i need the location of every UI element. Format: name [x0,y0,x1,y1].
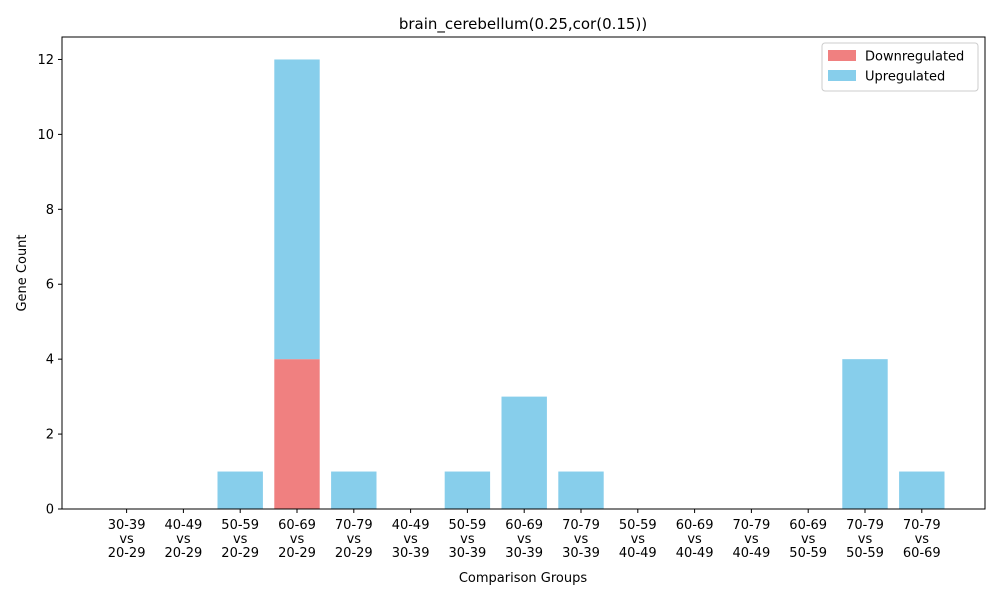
y-tick-label: 6 [46,278,54,293]
x-tick-label: vs [290,532,305,547]
x-tick-label: vs [176,532,191,547]
legend: Downregulated Upregulated [821,42,979,92]
legend-swatch-downregulated [828,50,856,61]
bar-upregulated-13 [842,359,888,509]
y-tick-label: 12 [37,53,54,68]
y-axis-label: Gene Count [15,234,30,311]
x-tick-label: 40-49 [392,518,430,533]
x-tick-label: vs [574,532,589,547]
x-tick-label: vs [801,532,816,547]
x-tick-label: 30-39 [505,546,543,561]
x-tick-label: 40-49 [619,546,657,561]
bar-upregulated-14 [899,471,945,509]
y-tick-label: 10 [37,128,54,143]
x-tick-label: 20-29 [278,546,316,561]
bar-upregulated-2 [217,471,263,509]
x-tick-label: 60-69 [505,518,543,533]
axes-group [61,36,986,510]
x-tick-label: 40-49 [733,546,771,561]
x-tick-label: 70-79 [562,518,600,533]
x-tick-label: 20-29 [335,546,373,561]
x-tick-label: 30-39 [108,518,146,533]
x-tick-label: vs [347,532,362,547]
x-tick-label: 20-29 [108,546,146,561]
x-tick-label: vs [119,532,134,547]
x-tick-label: 50-59 [619,518,657,533]
x-ticks: 30-39vs20-2940-49vs20-2950-59vs20-2960-6… [108,509,941,561]
x-tick-label: 70-79 [335,518,373,533]
x-axis-label: Comparison Groups [459,571,588,586]
x-tick-label: 60-69 [903,546,941,561]
legend-label-downregulated: Downregulated [865,50,964,65]
x-tick-label: 30-39 [449,546,487,561]
x-tick-label: 60-69 [278,518,316,533]
y-tick-label: 8 [46,203,54,218]
x-tick-label: 70-79 [733,518,771,533]
x-tick-label: vs [744,532,759,547]
x-tick-label: 70-79 [846,518,884,533]
x-tick-label: 30-39 [392,546,430,561]
y-ticks: 0 2 4 6 8 10 12 [37,53,62,518]
y-tick-label: 0 [46,503,54,518]
legend-frame [821,42,979,92]
plot-frame [61,36,986,510]
x-tick-label: 20-29 [165,546,203,561]
bar-upregulated-3 [274,59,320,360]
x-tick-label: vs [460,532,475,547]
bar-upregulated-6 [444,471,491,509]
x-tick-label: 70-79 [903,518,941,533]
x-tick-label: 50-59 [789,546,827,561]
x-tick-label: 40-49 [165,518,203,533]
bar-downregulated-3 [274,359,320,509]
x-tick-label: vs [517,532,532,547]
bars-group [217,59,945,509]
x-tick-label: 60-69 [789,518,827,533]
y-tick-label: 4 [46,353,54,368]
bar-upregulated-8 [558,471,604,509]
x-tick-label: 50-59 [846,546,884,561]
bar-upregulated-7 [501,396,547,509]
x-tick-label: vs [915,532,930,547]
x-tick-label: 40-49 [676,546,714,561]
chart-title: brain_cerebellum(0.25,cor(0.15)) [399,15,647,34]
x-tick-label: 60-69 [676,518,714,533]
x-tick-label: vs [631,532,646,547]
x-tick-label: vs [403,532,418,547]
bar-upregulated-4 [331,471,377,509]
x-tick-label: vs [233,532,248,547]
x-tick-label: 50-59 [449,518,487,533]
x-tick-label: vs [858,532,873,547]
legend-swatch-upregulated [828,70,856,81]
x-tick-label: 50-59 [221,518,259,533]
legend-label-upregulated: Upregulated [865,70,945,85]
x-tick-label: 20-29 [221,546,259,561]
y-tick-label: 2 [46,428,54,443]
x-tick-label: 30-39 [562,546,600,561]
x-tick-label: vs [687,532,702,547]
